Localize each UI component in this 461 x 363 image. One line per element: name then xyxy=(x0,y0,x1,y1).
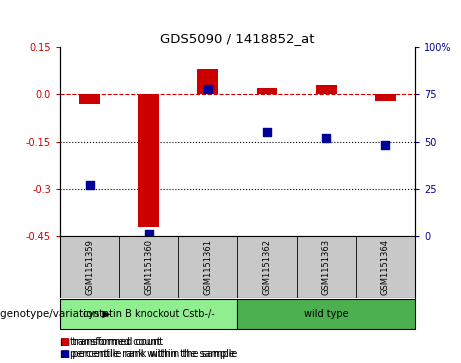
Bar xyxy=(197,69,218,94)
Point xyxy=(86,182,93,188)
Text: GSM1151362: GSM1151362 xyxy=(262,239,272,295)
Text: transformed count: transformed count xyxy=(70,337,161,347)
Text: GSM1151364: GSM1151364 xyxy=(381,239,390,295)
Text: percentile rank within the sample: percentile rank within the sample xyxy=(70,349,235,359)
Bar xyxy=(60,299,237,329)
Text: ■: ■ xyxy=(60,349,69,359)
Text: genotype/variation ▶: genotype/variation ▶ xyxy=(0,309,110,319)
Title: GDS5090 / 1418852_at: GDS5090 / 1418852_at xyxy=(160,32,315,45)
Text: ■ percentile rank within the sample: ■ percentile rank within the sample xyxy=(60,349,237,359)
Point xyxy=(382,142,389,148)
Point xyxy=(145,231,152,237)
Text: GSM1151360: GSM1151360 xyxy=(144,239,153,295)
Text: ■ transformed count: ■ transformed count xyxy=(60,337,163,347)
Bar xyxy=(257,88,278,94)
Bar xyxy=(138,94,159,227)
Point xyxy=(322,135,330,141)
Text: GSM1151359: GSM1151359 xyxy=(85,239,94,295)
Point xyxy=(204,86,212,91)
Text: wild type: wild type xyxy=(304,309,349,319)
Text: GSM1151363: GSM1151363 xyxy=(322,239,331,295)
Point xyxy=(263,129,271,135)
Bar xyxy=(237,299,415,329)
Bar xyxy=(375,94,396,101)
Text: cystatin B knockout Cstb-/-: cystatin B knockout Cstb-/- xyxy=(83,309,214,319)
Text: GSM1151361: GSM1151361 xyxy=(203,239,213,295)
Bar xyxy=(79,94,100,104)
Bar xyxy=(316,85,337,94)
Text: ■: ■ xyxy=(60,337,69,347)
